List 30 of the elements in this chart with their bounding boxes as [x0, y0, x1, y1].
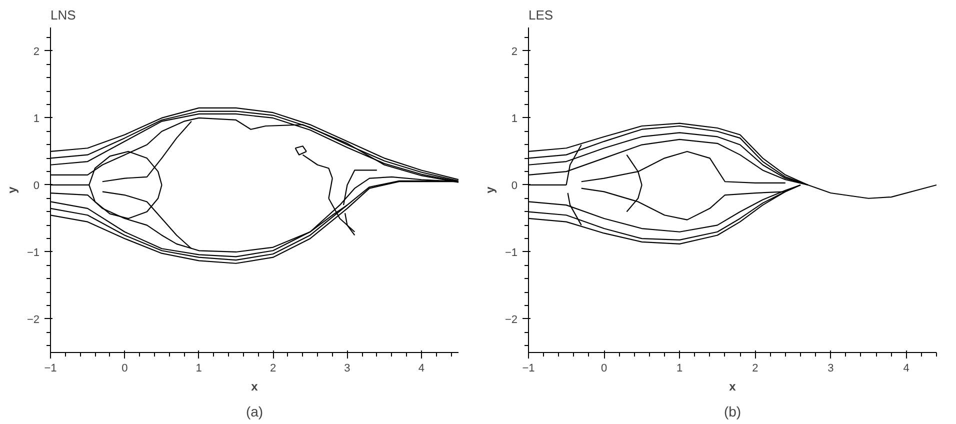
y-axis-title: y: [482, 186, 497, 194]
y-tick-label: −1: [26, 246, 40, 259]
y-axis-title: y: [4, 186, 19, 194]
chart-title: LNS: [50, 8, 76, 22]
y-tick-label: −1: [504, 246, 518, 259]
x-axis-title: x: [251, 380, 258, 394]
text: (b): [724, 404, 742, 420]
x-tick-label: 3: [344, 362, 350, 374]
text: (a): [246, 404, 264, 420]
x-tick-label: 3: [828, 362, 834, 374]
x-axis-title: x: [729, 380, 736, 394]
x-tick-label: −1: [44, 362, 57, 374]
x-tick-label: −1: [522, 362, 535, 374]
y-tick-label: −2: [26, 314, 40, 326]
y-tick-label: −2: [504, 314, 518, 326]
x-tick-label: 4: [903, 362, 910, 374]
y-tick-label: 2: [511, 46, 518, 58]
x-tick-label: 1: [196, 362, 202, 374]
x-tick-label: 0: [600, 362, 608, 374]
x-tick-label: 4: [418, 362, 424, 374]
x-tick-label: 1: [676, 362, 683, 374]
y-tick-label: 2: [33, 46, 40, 58]
x-tick-label: 2: [752, 362, 758, 374]
y-tick-label: 1: [511, 112, 518, 125]
y-tick-label: 1: [33, 112, 40, 125]
x-tick-label: 2: [270, 362, 276, 374]
chart-title: LES: [528, 8, 554, 22]
y-tick-label: 0: [511, 180, 518, 192]
y-tick-label: 0: [33, 180, 40, 192]
x-tick-label: 0: [122, 362, 128, 374]
